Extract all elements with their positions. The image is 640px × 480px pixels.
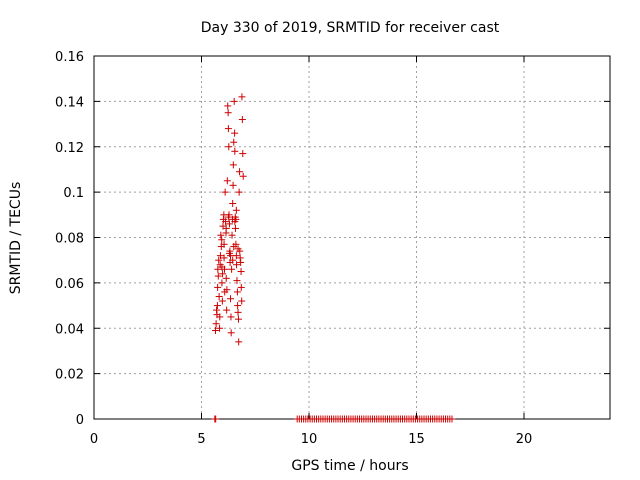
data-point xyxy=(223,306,231,314)
data-point xyxy=(223,286,231,294)
y-tick-label: 0.02 xyxy=(55,368,84,383)
data-point xyxy=(228,231,236,239)
data-point xyxy=(212,320,220,328)
data-point xyxy=(227,295,235,303)
data-point xyxy=(228,265,236,273)
data-point xyxy=(216,313,224,321)
data-point xyxy=(238,297,246,305)
data-point xyxy=(218,236,226,244)
data-point xyxy=(448,415,456,423)
data-point xyxy=(229,181,237,189)
data-point xyxy=(217,231,225,239)
data-point xyxy=(211,327,219,335)
data-point xyxy=(233,288,241,296)
data-point xyxy=(239,150,247,158)
data-point xyxy=(218,263,226,271)
data-point xyxy=(214,272,222,280)
data-point xyxy=(223,177,231,185)
data-point xyxy=(225,220,233,228)
y-tick-label: 0 xyxy=(76,413,84,428)
data-point xyxy=(230,138,238,146)
y-tick-label: 0.08 xyxy=(55,232,84,247)
data-point xyxy=(231,147,239,155)
data-point xyxy=(219,270,227,278)
data-point xyxy=(222,218,230,226)
data-point xyxy=(238,93,246,101)
data-point xyxy=(231,129,239,137)
y-axis-label: SRMTID / TECUs xyxy=(8,182,24,295)
data-point xyxy=(234,315,242,323)
x-tick-label: 10 xyxy=(301,432,318,447)
axis-ticks xyxy=(93,55,610,420)
data-point xyxy=(235,188,243,196)
x-tick-label: 5 xyxy=(197,432,205,447)
data-point xyxy=(214,265,222,273)
data-point xyxy=(229,199,237,207)
data-point xyxy=(224,125,232,133)
data-point xyxy=(238,116,246,124)
data-point xyxy=(229,161,237,169)
data-point xyxy=(224,102,232,110)
data-point xyxy=(221,188,229,196)
data-point xyxy=(213,302,221,310)
data-point xyxy=(232,215,240,223)
data-point xyxy=(215,256,223,264)
x-tick-label: 15 xyxy=(408,432,425,447)
x-tick-labels: 0 5 10 15 20 xyxy=(90,432,532,447)
data-point xyxy=(220,254,228,262)
grid-lines xyxy=(94,56,610,419)
data-point xyxy=(237,283,245,291)
data-point xyxy=(230,243,238,251)
x-tick-label: 20 xyxy=(516,432,533,447)
chart-title: Day 330 of 2019, SRMTID for receiver cas… xyxy=(201,20,500,36)
x-tick-label: 0 xyxy=(90,432,98,447)
data-point xyxy=(215,292,223,300)
data-points xyxy=(211,93,456,423)
data-point xyxy=(227,329,235,337)
data-point xyxy=(236,168,244,176)
data-point xyxy=(225,143,233,151)
data-point xyxy=(233,277,241,285)
y-tick-label: 0.04 xyxy=(55,322,84,337)
plot-area-border xyxy=(93,55,611,420)
data-point xyxy=(237,258,245,266)
y-tick-label: 0.1 xyxy=(63,186,84,201)
data-point xyxy=(224,213,232,221)
data-point xyxy=(237,268,245,276)
data-point xyxy=(235,338,243,346)
data-point xyxy=(220,240,228,248)
data-point xyxy=(214,283,222,291)
data-point xyxy=(234,302,242,310)
data-point xyxy=(212,415,220,423)
y-tick-labels: 0 0.02 0.04 0.06 0.08 0.1 0.12 0.14 0.16 xyxy=(55,50,84,428)
data-point xyxy=(216,252,224,260)
data-point xyxy=(227,313,235,321)
y-tick-label: 0.06 xyxy=(55,277,84,292)
data-point xyxy=(234,245,242,253)
data-point xyxy=(229,256,237,264)
data-point xyxy=(234,308,242,316)
y-tick-label: 0.14 xyxy=(55,95,84,110)
data-point xyxy=(239,172,247,180)
data-point xyxy=(231,224,239,232)
x-axis-label: GPS time / hours xyxy=(291,458,408,474)
data-point xyxy=(218,279,226,287)
data-point xyxy=(233,261,241,269)
data-point xyxy=(222,224,230,232)
data-point xyxy=(222,274,230,282)
data-point xyxy=(227,252,235,260)
data-point xyxy=(232,206,240,214)
data-point xyxy=(224,109,232,117)
data-point xyxy=(216,324,224,332)
y-tick-label: 0.12 xyxy=(55,141,84,156)
data-point xyxy=(230,97,238,105)
data-point xyxy=(218,297,226,305)
y-tick-label: 0.16 xyxy=(55,50,84,65)
